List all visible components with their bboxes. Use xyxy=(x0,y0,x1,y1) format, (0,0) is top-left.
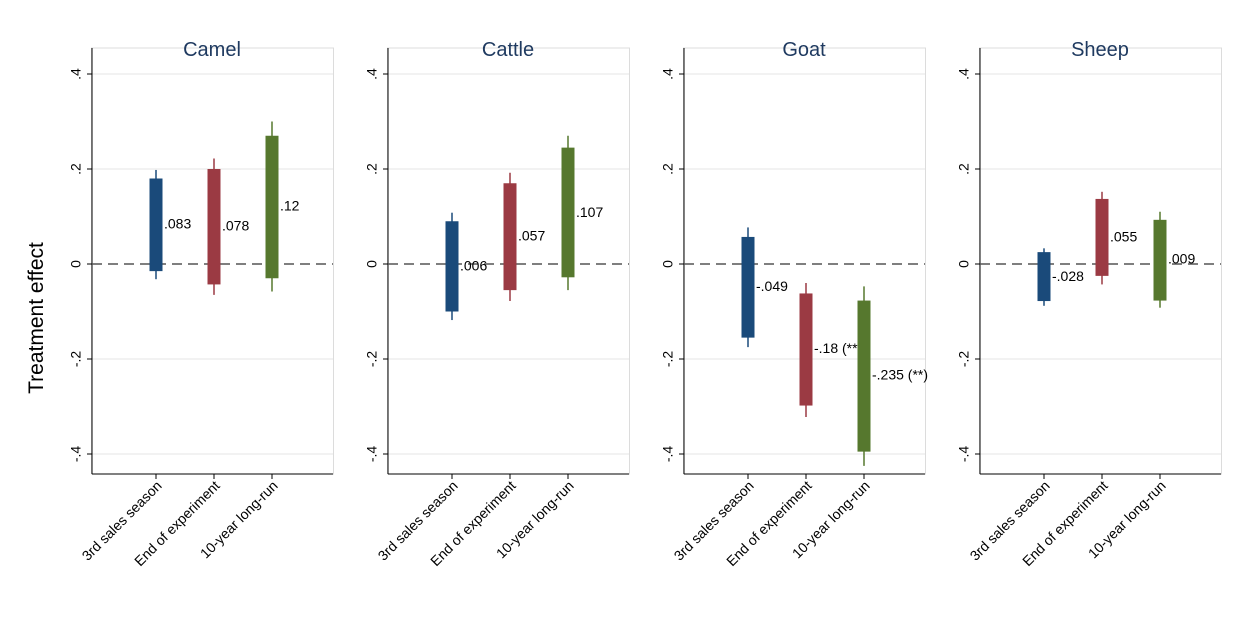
panel-title: Cattle xyxy=(482,39,534,61)
estimate-box xyxy=(799,293,813,406)
estimate-box xyxy=(207,169,221,285)
y-tick-label: -.2 xyxy=(956,351,972,368)
y-tick-label: .4 xyxy=(364,68,380,80)
estimate-label: .107 xyxy=(576,204,603,220)
panel-title: Camel xyxy=(183,39,241,61)
estimate-box xyxy=(503,183,517,291)
y-tick-label: -.2 xyxy=(68,351,84,368)
y-tick-label: 0 xyxy=(956,260,972,268)
y-tick-label: -.2 xyxy=(364,351,380,368)
estimate-label: .055 xyxy=(1110,229,1137,245)
estimate-box xyxy=(445,221,459,312)
estimate-box xyxy=(857,300,871,452)
estimate-box xyxy=(149,178,163,272)
y-tick-label: .2 xyxy=(68,163,84,175)
y-tick-label: -.4 xyxy=(364,446,380,463)
y-tick-label: .4 xyxy=(68,68,84,80)
y-tick-label: -.4 xyxy=(660,446,676,463)
estimate-box xyxy=(741,236,755,338)
y-tick-label: .4 xyxy=(956,68,972,80)
estimate-box xyxy=(1095,198,1109,276)
estimate-label: .009 xyxy=(1168,250,1195,266)
y-axis-label: Treatment effect xyxy=(25,242,48,394)
panel-title: Goat xyxy=(782,39,826,61)
y-tick-label: 0 xyxy=(660,260,676,268)
estimate-label: .006 xyxy=(460,258,487,274)
y-tick-label: 0 xyxy=(68,260,84,268)
estimate-box xyxy=(1153,219,1167,301)
y-tick-label: -.2 xyxy=(660,351,676,368)
y-tick-label: .2 xyxy=(364,163,380,175)
y-tick-label: 0 xyxy=(364,260,380,268)
estimate-label: -.028 xyxy=(1052,268,1084,284)
y-tick-label: .2 xyxy=(956,163,972,175)
panel-title: Sheep xyxy=(1071,39,1129,61)
estimate-label: .057 xyxy=(518,228,545,244)
estimate-label: -.18 (**) xyxy=(814,340,862,356)
y-tick-label: .4 xyxy=(660,68,676,80)
estimate-label: -.235 (**) xyxy=(872,366,928,382)
y-tick-label: -.4 xyxy=(68,446,84,463)
estimate-box xyxy=(1037,252,1051,302)
estimate-label: -.049 xyxy=(756,278,788,294)
y-tick-label: -.4 xyxy=(956,446,972,463)
estimate-label: .083 xyxy=(164,215,191,231)
estimate-box xyxy=(561,147,575,278)
y-tick-label: .2 xyxy=(660,163,676,175)
estimate-box xyxy=(265,135,279,279)
estimate-label: .078 xyxy=(222,218,249,234)
estimate-label: .12 xyxy=(280,198,300,214)
